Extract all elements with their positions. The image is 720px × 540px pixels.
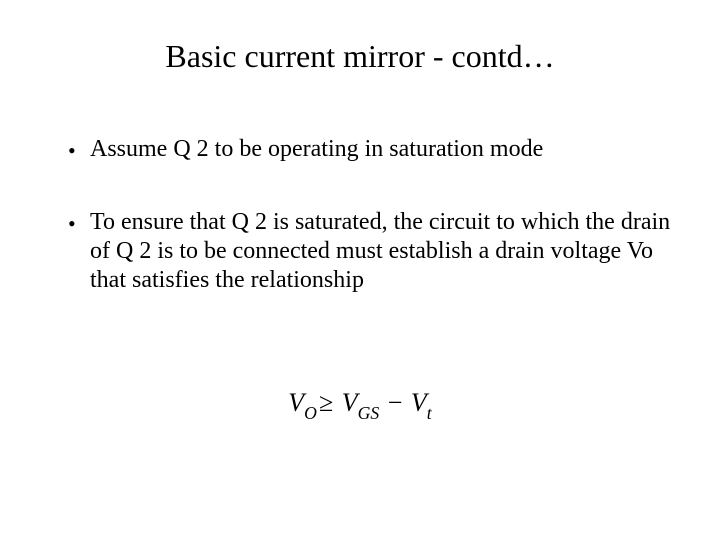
- eq-sub-gs: GS: [358, 403, 380, 423]
- eq-var-v3: V: [411, 388, 427, 417]
- eq-op-minus: −: [386, 388, 405, 417]
- eq-var-v2: V: [342, 388, 358, 417]
- bullet-marker-icon: •: [68, 135, 90, 166]
- slide: Basic current mirror - contd… • Assume Q…: [0, 0, 720, 540]
- bullet-text: To ensure that Q 2 is saturated, the cir…: [90, 208, 672, 296]
- eq-var-v1: V: [288, 388, 304, 417]
- equation: VO≥ VGS − Vt: [0, 388, 720, 422]
- bullet-text: Assume Q 2 to be operating in saturation…: [90, 135, 672, 164]
- bullet-marker-icon: •: [68, 208, 90, 239]
- slide-body: • Assume Q 2 to be operating in saturati…: [68, 135, 672, 337]
- eq-op-ge: ≥: [317, 388, 335, 417]
- bullet-item: • To ensure that Q 2 is saturated, the c…: [68, 208, 672, 296]
- bullet-item: • Assume Q 2 to be operating in saturati…: [68, 135, 672, 166]
- eq-sub-o: O: [304, 403, 317, 423]
- slide-title: Basic current mirror - contd…: [0, 38, 720, 75]
- eq-sub-t: t: [427, 403, 432, 423]
